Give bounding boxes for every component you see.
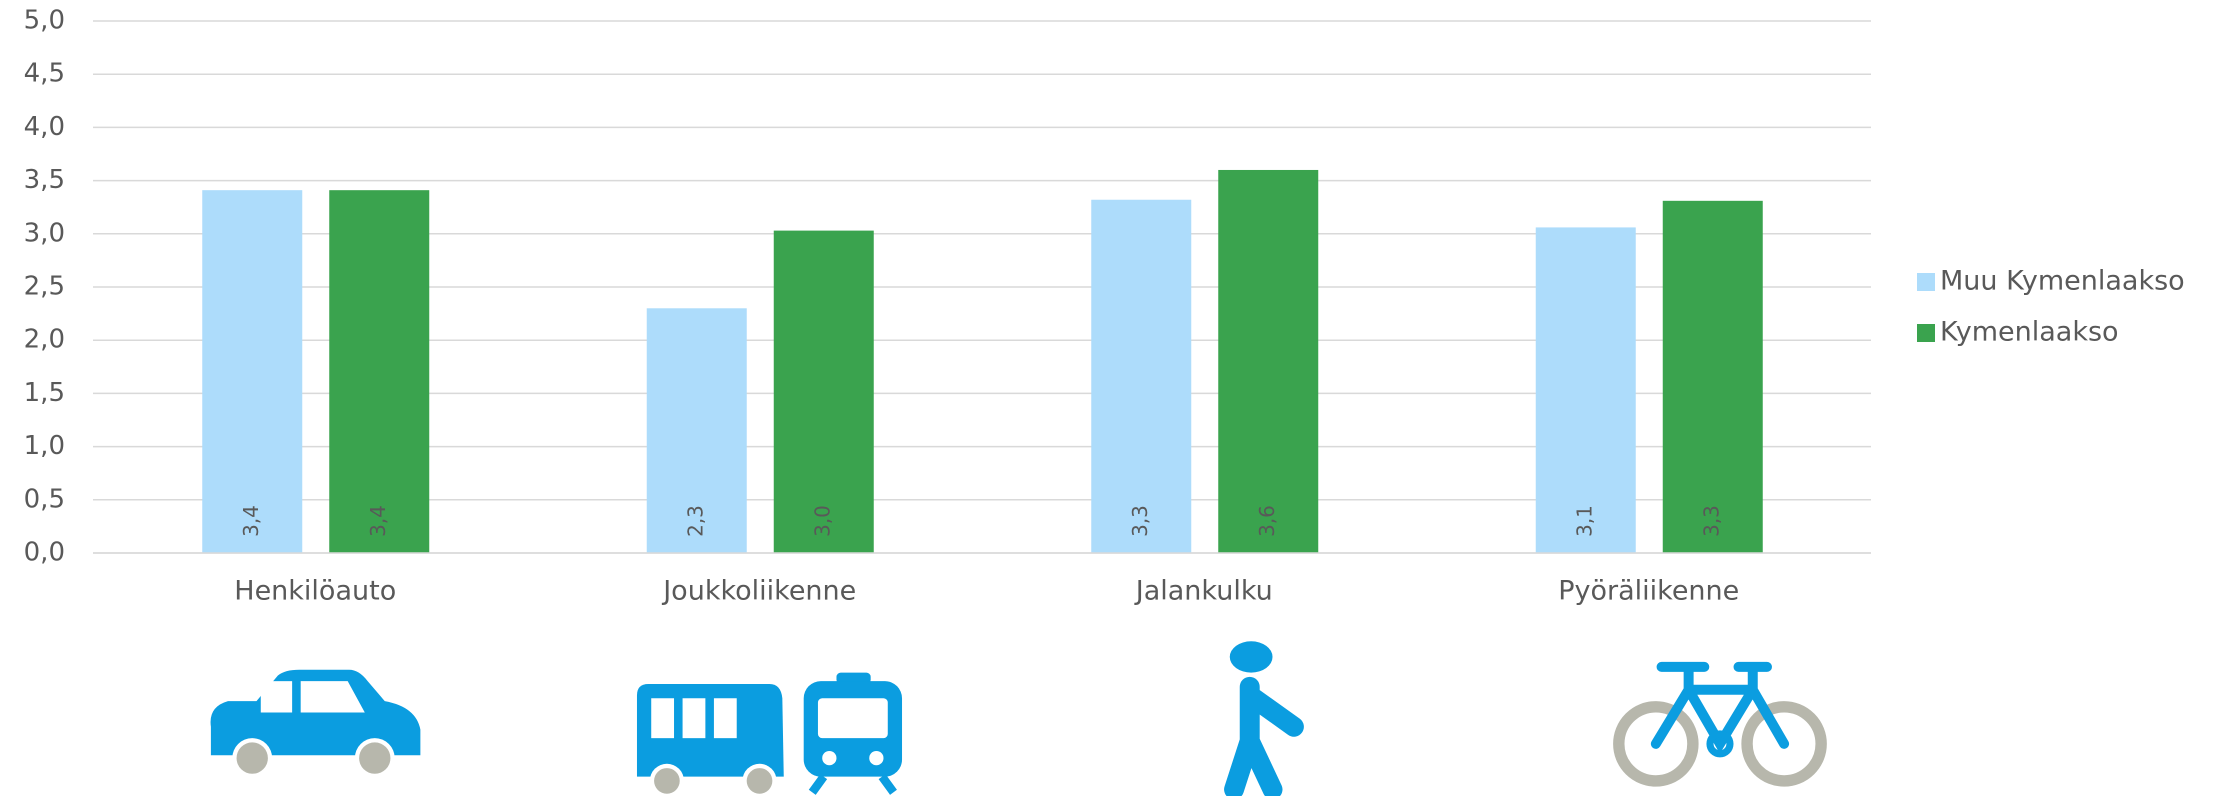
x-tick-label: Henkilöauto <box>234 576 396 607</box>
x-tick-label: Jalankulku <box>1134 576 1273 607</box>
bar <box>773 230 874 553</box>
x-tick-label: Joukkoliikenne <box>661 576 856 607</box>
bar <box>202 190 303 553</box>
value-label: 3,3 <box>1128 505 1152 537</box>
y-tick-label: 1,5 <box>24 378 65 408</box>
tram-icon <box>803 672 903 795</box>
walker-icon <box>1224 641 1304 796</box>
y-tick-label: 4,5 <box>24 59 65 89</box>
y-tick-label: 3,0 <box>24 218 65 248</box>
value-label: 3,6 <box>1255 505 1279 537</box>
y-tick-label: 3,5 <box>24 165 65 195</box>
y-tick-label: 5,0 <box>24 6 65 36</box>
bar <box>1662 200 1763 554</box>
legend-swatch <box>1917 273 1935 291</box>
car-icon <box>210 669 421 779</box>
icons <box>210 641 1827 796</box>
bar <box>646 308 747 553</box>
y-tick-label: 1,0 <box>24 431 65 461</box>
y-tick-label: 0,0 <box>24 538 65 568</box>
y-tick-label: 0,5 <box>24 484 65 514</box>
x-tick-label: Pyöräliikenne <box>1558 576 1739 607</box>
bar <box>329 190 430 553</box>
bar <box>1535 227 1636 553</box>
value-label: 2,3 <box>683 505 707 537</box>
bus-icon <box>636 684 784 796</box>
y-tick-label: 4,0 <box>24 112 65 142</box>
y-tick-label: 2,5 <box>24 272 65 302</box>
value-label: 3,3 <box>1699 505 1723 537</box>
legend-label: Muu Kymenlaakso <box>1940 266 2185 297</box>
legend-swatch <box>1917 324 1935 342</box>
bar <box>1091 199 1192 553</box>
y-tick-label: 2,0 <box>24 325 65 355</box>
legend-label: Kymenlaakso <box>1940 317 2119 348</box>
value-label: 3,4 <box>366 505 390 537</box>
value-label: 3,4 <box>239 505 263 537</box>
bike-icon <box>1613 661 1827 787</box>
bar <box>1218 169 1319 553</box>
value-label: 3,0 <box>810 505 834 537</box>
value-label: 3,1 <box>1572 505 1596 537</box>
